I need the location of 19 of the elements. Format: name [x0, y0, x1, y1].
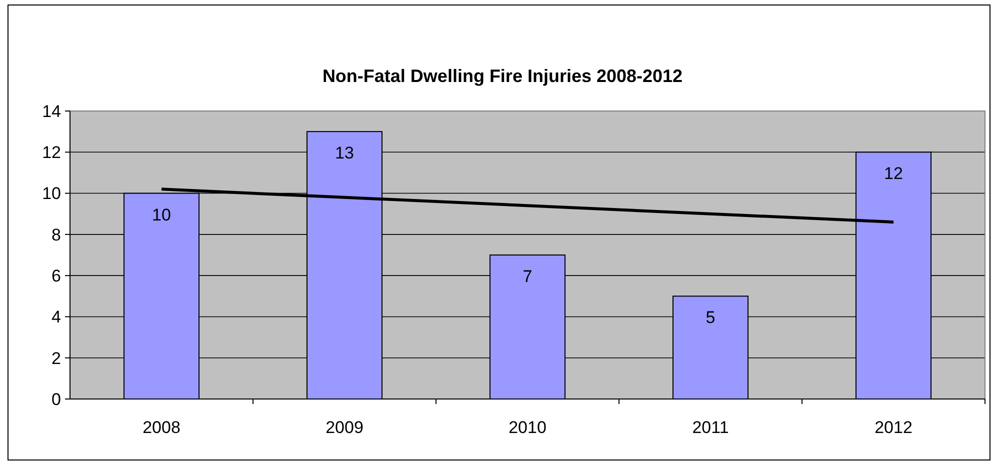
data-label: 10	[152, 205, 171, 224]
x-tick-label: 2011	[692, 418, 729, 437]
y-tick-label: 12	[42, 143, 61, 162]
y-tick-label: 0	[52, 390, 61, 409]
x-tick-label: 2010	[508, 418, 546, 437]
x-tick-label: 2012	[874, 418, 912, 437]
chart-title: Non-Fatal Dwelling Fire Injuries 2008-2012	[322, 66, 683, 86]
data-label: 13	[335, 144, 354, 163]
data-label: 12	[884, 164, 903, 184]
x-tick-label: 2008	[142, 418, 180, 437]
x-tick-label: 2009	[326, 418, 364, 437]
data-label: 7	[522, 267, 532, 286]
y-tick-label: 4	[52, 308, 61, 327]
y-tick-label: 6	[52, 266, 61, 286]
y-tick-label: 8	[52, 225, 61, 244]
data-label: 5	[706, 308, 716, 328]
y-tick-label: 2	[52, 348, 61, 368]
y-tick-label: 10	[42, 184, 61, 204]
y-tick-label: 14	[42, 102, 61, 121]
